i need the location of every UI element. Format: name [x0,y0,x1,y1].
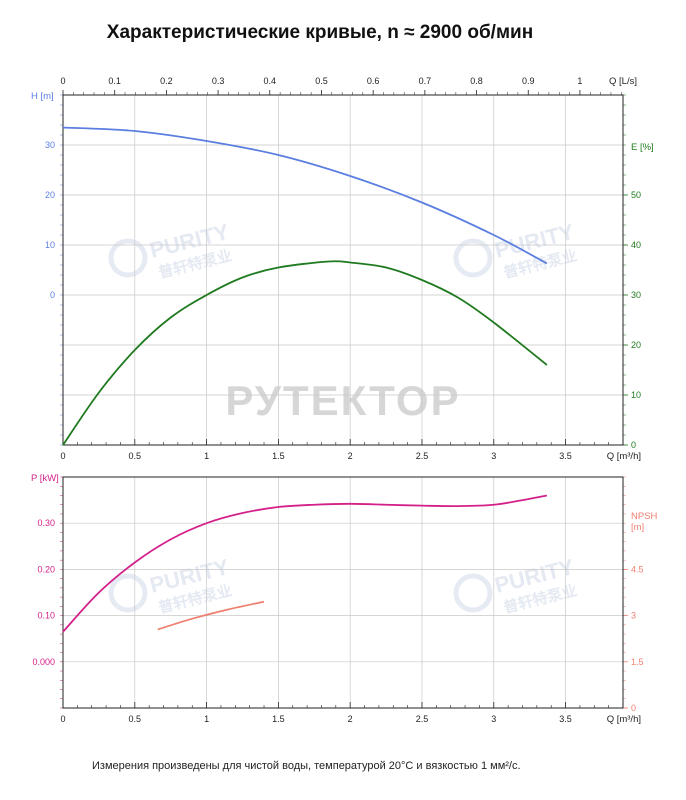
x2-tick-label: 0.9 [522,76,535,86]
y-tick-label: 0.000 [32,657,55,667]
x-tick-label: 0 [60,451,65,461]
x2-tick-label: 0.2 [160,76,173,86]
x-tick-label: 1.5 [272,714,285,724]
y2-tick-label: 4.5 [631,564,644,574]
series-line-e [62,260,548,446]
watermark-logo-icon [108,573,148,613]
x-axis-label: Q [m³/h] [607,451,641,462]
x2-tick-label: 1 [577,76,582,86]
x-tick-label: 2.5 [416,714,429,724]
x2-tick-label: 0.5 [315,76,328,86]
series-line-h [62,126,548,265]
y2-tick-label: 0 [631,440,636,450]
x2-tick-label: 0.7 [419,76,432,86]
x-axis-label: Q [m³/h] [607,714,641,725]
watermark-logo-icon [108,238,148,278]
y2-axis-label-line1: NPSH [631,511,658,522]
y2-tick-label: 0 [631,703,636,713]
y2-tick-label: 1.5 [631,657,644,667]
x-tick-label: 1.5 [272,451,285,461]
chart-title: Характеристические кривые, n ≈ 2900 об/м… [106,22,534,43]
y-tick-label: 0.10 [37,611,55,621]
y2-tick-label: 10 [631,390,641,400]
plot-power-npsh: 0 0.5 1 1.5 2 2.5 3 3.5 Q [m³/h] 0.000 0.10 0.20 0.3… [31,473,658,725]
plot-frame [62,94,624,446]
watermark-main: РУТЕКТОР [225,377,460,424]
y2-tick-label: 40 [631,240,641,250]
series-line-npsh [157,600,265,631]
x-tick-label: 1 [204,714,209,724]
y-tick-label: 0 [50,290,55,300]
y2-tick-label: 50 [631,190,641,200]
x2-tick-label: 0.4 [264,76,277,86]
x-tick-label: 2.5 [416,451,429,461]
watermark-logo-icon [453,238,493,278]
x2-tick-label: 0 [60,76,65,86]
x-tick-label: 3 [491,714,496,724]
x-tick-label: 3.5 [559,451,572,461]
x-tick-label: 0.5 [129,714,142,724]
x-tick-label: 1 [204,451,209,461]
watermark-logo-icon [453,573,493,613]
y-tick-label: 20 [45,190,55,200]
y-axis-label: H [m] [31,91,54,102]
x2-tick-label: 0.8 [470,76,483,86]
series-line-p [62,494,548,633]
y2-axis-label: E [%] [631,142,654,153]
footnote: Измерения произведены для чистой воды, т… [92,760,521,772]
y-tick-label: 0.20 [37,564,55,574]
y-tick-label: 30 [45,140,55,150]
watermark-group: РУТЕКТОРPURITY普轩特泵业PURITY普轩特泵业PURITY普轩特泵… [108,219,579,617]
y2-tick-label: 30 [631,290,641,300]
x-tick-label: 0 [60,714,65,724]
plot-frame [62,476,624,709]
x2-tick-label: 0.3 [212,76,225,86]
x-tick-label: 2 [348,451,353,461]
y-tick-label: 10 [45,240,55,250]
x-tick-label: 3 [491,451,496,461]
y2-tick-label: 20 [631,340,641,350]
y-tick-label: 0.30 [37,518,55,528]
x2-tick-label: 0.6 [367,76,380,86]
x-tick-label: 2 [348,714,353,724]
y-axis-label: P [kW] [31,473,59,484]
y2-tick-label: 3 [631,611,636,621]
x2-axis-label: Q [L/s] [609,76,637,87]
x-tick-label: 0.5 [129,451,142,461]
y2-axis-label-line2: [m] [631,522,644,533]
x-tick-label: 3.5 [559,714,572,724]
x2-tick-label: 0.1 [108,76,121,86]
